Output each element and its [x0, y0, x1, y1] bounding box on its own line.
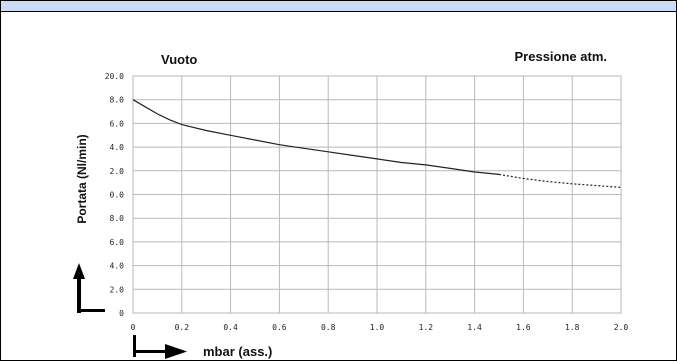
x-tick-label: 0.4 — [223, 323, 238, 332]
x-tick-label: 0.6 — [272, 323, 287, 332]
y-tick-label: 4.0 — [110, 143, 125, 152]
x-tick-label: 0.2 — [175, 323, 190, 332]
x-tick-label: 1.0 — [370, 323, 385, 332]
x-axis-label: mbar (ass.) — [203, 344, 272, 359]
x-tick-label: 1.6 — [516, 323, 531, 332]
y-tick-label: 4.0 — [110, 262, 125, 271]
x-tick-label: 1.8 — [565, 323, 580, 332]
y-tick-label: 6.0 — [110, 238, 125, 247]
y-tick-label: 0 — [119, 309, 124, 318]
x-tick-labels: 0 0.2 0.4 0.6 0.8 1.0 1.2 1.4 1.6 1.8 2.0 — [131, 323, 629, 332]
y-tick-label: 8.0 — [110, 214, 125, 223]
top-right-label: Pressione atm. — [515, 49, 608, 64]
x-tick-label: 1.2 — [419, 323, 434, 332]
y-tick-labels: 0 2.0 4.0 6.0 8.0 0.0 2.0 4.0 6.0 8.0 20.0 — [105, 72, 124, 318]
y-tick-label: 8.0 — [110, 96, 125, 105]
grid — [132, 75, 622, 314]
right-arrow-icon — [133, 335, 187, 359]
x-tick-label: 0 — [131, 323, 136, 332]
top-left-label: Vuoto — [161, 52, 197, 67]
y-tick-label: 2.0 — [110, 285, 125, 294]
x-tick-label: 2.0 — [614, 323, 629, 332]
y-tick-label: 0.0 — [110, 191, 125, 200]
x-tick-label: 0.8 — [321, 323, 336, 332]
up-arrow-icon — [73, 263, 105, 313]
flow-curve-dashed — [498, 173, 622, 188]
y-tick-label: 2.0 — [110, 167, 125, 176]
y-tick-label: 20.0 — [105, 72, 124, 81]
header-band — [1, 1, 676, 12]
y-axis-label: Portata (Nl/min) — [75, 134, 89, 223]
y-tick-label: 6.0 — [110, 119, 125, 128]
curve-layer — [132, 99, 622, 188]
x-tick-label: 1.4 — [467, 323, 482, 332]
flow-curve-solid — [132, 99, 500, 175]
